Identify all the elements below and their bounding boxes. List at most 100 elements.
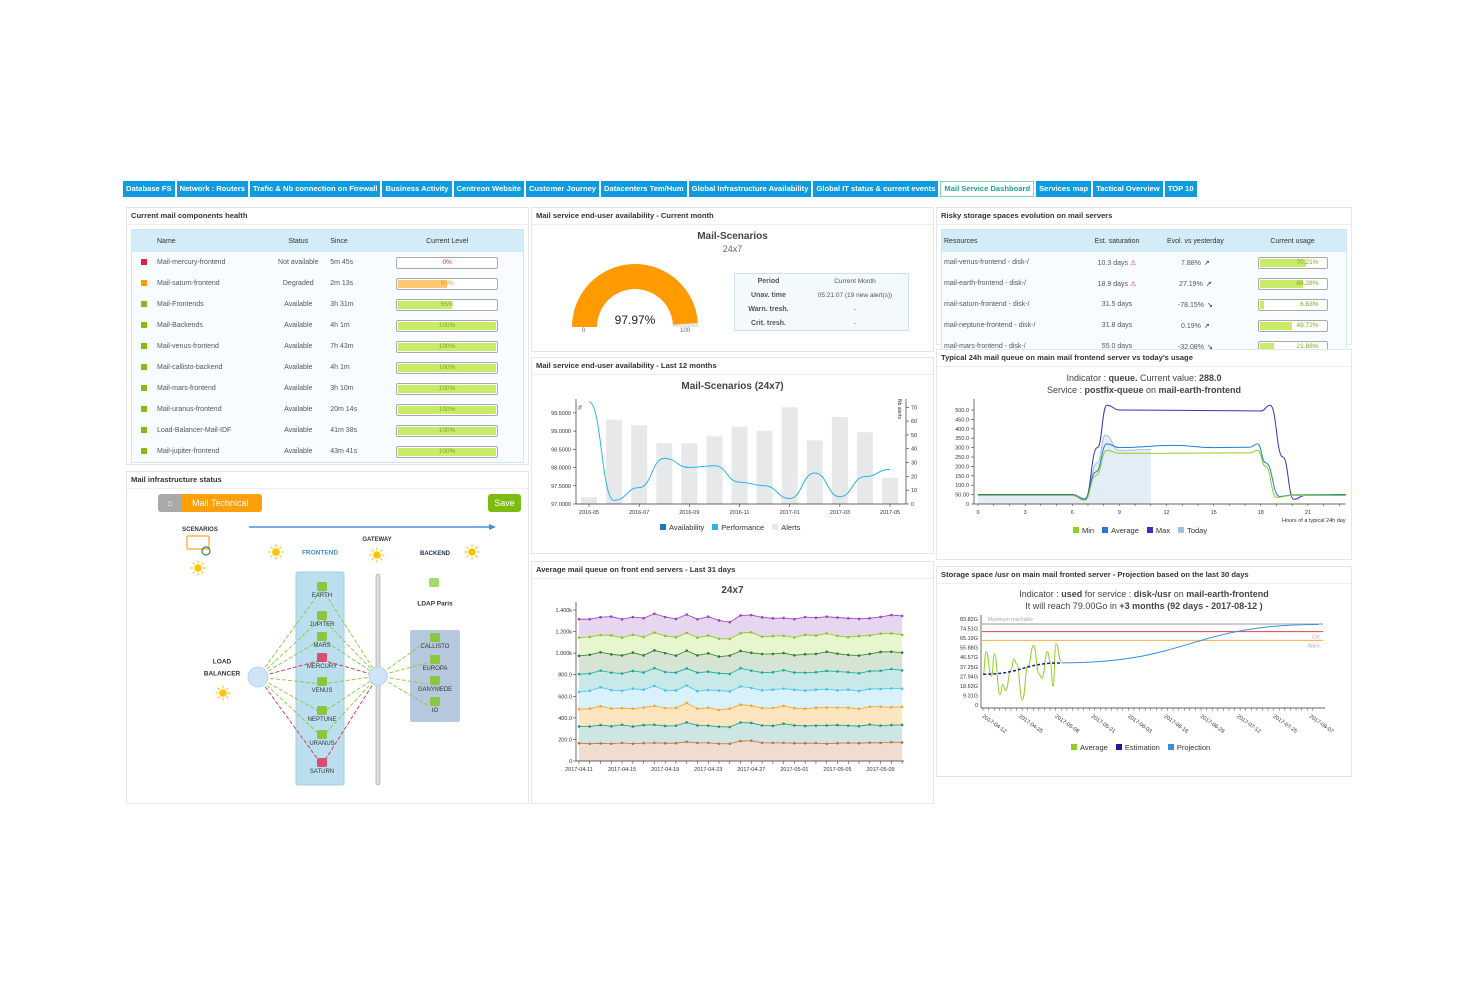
node-status-square[interactable] <box>317 632 327 641</box>
data-point <box>814 634 818 637</box>
alert-bar <box>681 443 698 504</box>
frontend-node-label: URANUS <box>309 741 335 747</box>
legend-item[interactable]: Availability <box>660 523 704 532</box>
tab-business-activity[interactable]: Business Activity <box>382 181 452 197</box>
tab-centreon-website[interactable]: Centreon Website <box>453 181 524 197</box>
node-status-square[interactable] <box>317 677 327 686</box>
col-name: Name <box>156 230 268 252</box>
storage-projection-panel: Storage space /usr on main mail fronted … <box>936 566 1352 777</box>
node-status-square[interactable] <box>430 655 440 664</box>
legend-item[interactable]: Alerts <box>772 523 800 532</box>
ldap-status-square[interactable] <box>429 578 439 587</box>
health-table: Name Status Since Current Level Mail-merc… <box>131 229 524 463</box>
evol-cell: 0.19% ↗ <box>1152 315 1239 336</box>
gateway-node[interactable] <box>368 666 388 686</box>
data-point <box>782 616 785 620</box>
legend-item[interactable]: Estimation <box>1115 743 1160 752</box>
data-point <box>803 707 807 710</box>
tab-mail-service-dashboard[interactable]: Mail Service Dashboard <box>940 181 1035 197</box>
tab-datacenters-tem-hum[interactable]: Datacenters Tem/Hum <box>601 181 687 197</box>
data-point <box>717 655 721 658</box>
data-point <box>760 635 764 639</box>
legend-item[interactable]: Average <box>1071 743 1108 752</box>
tab-global-it-status-current-events[interactable]: Global IT status & current events <box>813 181 939 197</box>
evol-cell: -78.15% ↘ <box>1152 294 1239 315</box>
sun-status-icon <box>215 685 231 701</box>
legend-item[interactable]: Max <box>1146 526 1170 535</box>
data-point <box>706 688 710 692</box>
level-value: 100% <box>438 363 456 371</box>
availability-gauge <box>572 263 698 327</box>
data-point <box>836 670 839 673</box>
status-dot-icon <box>141 363 147 370</box>
node-status-square[interactable] <box>317 706 327 715</box>
status-cell <box>132 441 156 462</box>
data-point <box>879 669 882 673</box>
node-status-square[interactable] <box>430 676 440 685</box>
y2-tick-label: 50 <box>911 433 917 439</box>
tab-top-10[interactable]: TOP 10 <box>1164 181 1197 197</box>
legend-item[interactable]: Projection <box>1167 743 1210 752</box>
node-status-square[interactable] <box>317 611 327 620</box>
tab-services-map[interactable]: Services map <box>1036 181 1092 197</box>
data-point <box>739 739 742 743</box>
load-balancer-node[interactable] <box>247 666 269 688</box>
projection-line <box>1061 623 1319 664</box>
link-line <box>377 640 428 677</box>
data-point <box>857 634 861 638</box>
alert-bar <box>706 436 723 504</box>
legend-swatch <box>712 524 719 530</box>
data-point <box>836 689 839 692</box>
data-point <box>793 671 796 674</box>
data-point <box>610 671 613 674</box>
data-point <box>760 724 764 727</box>
data-point <box>620 689 624 693</box>
tab-global-infrastructure-availability[interactable]: Global Infrastructure Availability <box>688 181 812 197</box>
node-status-square[interactable] <box>317 653 327 662</box>
tab-customer-journey[interactable]: Customer Journey <box>525 181 600 197</box>
legend-item[interactable]: Performance <box>712 523 764 532</box>
node-status-square[interactable] <box>317 730 327 739</box>
sun-ray <box>226 687 229 690</box>
data-point <box>825 615 829 618</box>
component-name: Mail-jupiter-frontend <box>157 448 220 455</box>
legend-item[interactable]: Min <box>1073 526 1094 535</box>
data-point <box>577 741 581 745</box>
data-point <box>857 672 861 675</box>
info-row: Unav. time 05:21:07 (19 new alert(s)) <box>735 288 909 302</box>
usage-bar-fill <box>1259 300 1264 309</box>
data-point <box>900 651 904 654</box>
tab-trafic-nb-connection-on-firewall[interactable]: Trafic & Nb connection on Firewall <box>250 181 381 197</box>
save-button[interactable]: Save <box>488 494 521 512</box>
home-icon[interactable]: ⌂ <box>158 494 182 512</box>
sun-ray <box>192 571 195 574</box>
info-row: Crit. tresh. - <box>735 316 909 331</box>
breadcrumb-mail-technical[interactable]: Mail Technical <box>182 494 262 512</box>
data-point <box>771 670 775 674</box>
link-line <box>257 617 323 678</box>
legend-item[interactable]: Today <box>1178 526 1207 535</box>
data-point <box>857 617 861 621</box>
node-status-square[interactable] <box>430 633 440 642</box>
y-tick-label: 800.0 <box>558 673 572 679</box>
node-status-square[interactable] <box>317 582 327 591</box>
component-name: Mail-saturn-frontend <box>157 280 220 287</box>
level-bar-fill <box>398 300 453 309</box>
tab-network-routers[interactable]: Network : Routers <box>176 181 248 197</box>
y-tick-label: 50.00 <box>955 493 969 499</box>
x-tick-label: 2017-04-23 <box>694 767 722 773</box>
link-line <box>257 676 323 738</box>
queue-31d-panel: Average mail queue on front end servers … <box>531 561 934 804</box>
data-point <box>890 740 893 744</box>
tab-tactical-overview[interactable]: Tactical Overview <box>1093 181 1163 197</box>
data-point <box>663 724 667 728</box>
tab-database-fs[interactable]: Database FS <box>123 181 175 197</box>
legend-item[interactable]: Average <box>1102 526 1139 535</box>
node-status-square[interactable] <box>317 758 327 767</box>
level-bar-fill <box>398 363 497 372</box>
x-tick-label: 18 <box>1258 510 1264 516</box>
table-row: mail-saturn-frontend - disk-/ 31.5 days -7… <box>942 294 1346 315</box>
y-tick-label: 74.51G <box>960 627 978 633</box>
backend-node-label: CALLISTO <box>420 644 450 650</box>
node-status-square[interactable] <box>430 697 440 706</box>
